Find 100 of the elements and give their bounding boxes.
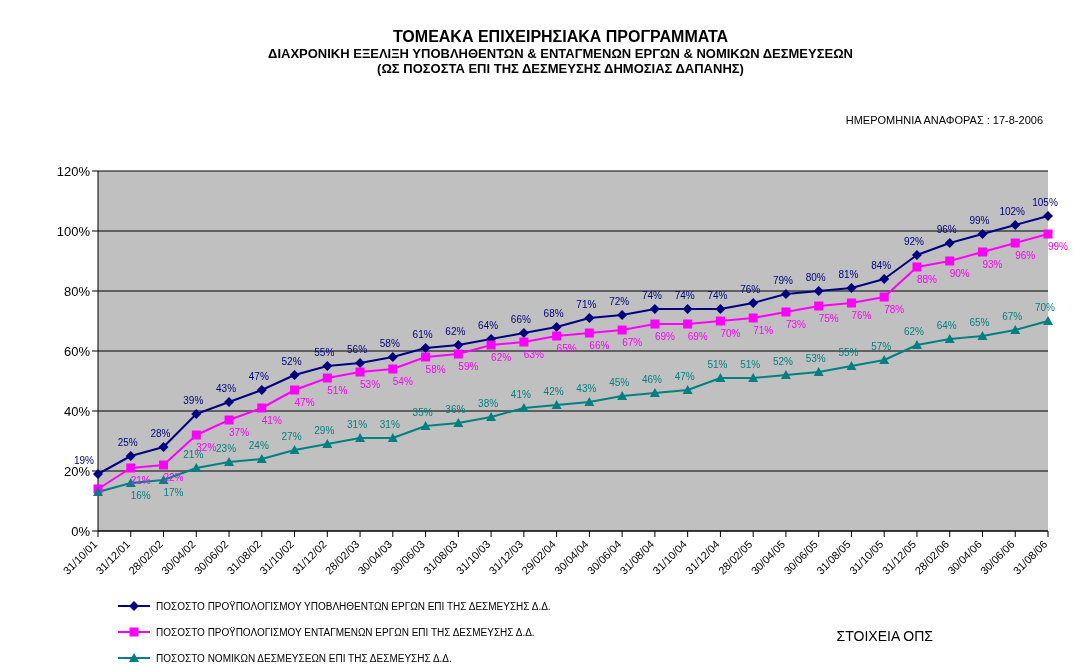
point (322, 373, 332, 383)
point (191, 463, 202, 472)
legend-label: ΠΟΣΟΣΤΟ ΝΟΜΙΚΩΝ ΔΕΣΜΕΥΣΕΩΝ ΕΠΙ ΤΗΣ ΔΕΣΜΕΥΣΗΣ Δ.Δ. (156, 652, 452, 664)
point (879, 292, 889, 302)
data-label: 63% (523, 349, 544, 360)
point (911, 340, 922, 349)
y-tick-label: 40% (63, 403, 91, 419)
point (486, 412, 497, 421)
data-label: 54% (392, 376, 413, 387)
data-label: 64% (936, 320, 957, 331)
point (813, 286, 824, 296)
data-label: 75% (818, 313, 839, 324)
data-label: 24% (248, 440, 269, 451)
point (486, 340, 496, 350)
point (256, 454, 267, 463)
point (420, 421, 431, 430)
data-label: 52% (772, 356, 794, 367)
data-label: 17% (163, 487, 184, 498)
point (552, 331, 562, 341)
point (584, 328, 594, 338)
point (421, 352, 431, 362)
point (387, 433, 398, 442)
data-label: 105% (1032, 197, 1058, 208)
point (912, 262, 922, 272)
point (125, 451, 136, 461)
point (584, 313, 595, 323)
data-label: 46% (641, 374, 663, 385)
point (977, 247, 987, 257)
data-label: 71% (753, 325, 774, 336)
data-label: 31% (379, 419, 400, 430)
data-label: 73% (785, 319, 807, 330)
point (879, 355, 890, 364)
data-label: 43% (216, 383, 237, 394)
point (289, 370, 300, 380)
point (1010, 325, 1021, 334)
data-label: 90% (949, 268, 970, 279)
y-tick-label: 20% (63, 463, 91, 479)
data-label: 74% (707, 290, 728, 301)
data-label: 66% (589, 340, 610, 351)
point (682, 385, 693, 394)
data-label: 67% (1002, 311, 1023, 322)
point (290, 385, 300, 395)
point (683, 319, 693, 329)
point (911, 250, 922, 260)
data-label: 62% (903, 326, 925, 337)
point (715, 304, 726, 314)
data-label: 58% (425, 364, 446, 375)
point (846, 283, 857, 293)
point (453, 340, 464, 350)
point (257, 403, 267, 413)
data-label: 58% (379, 338, 400, 349)
legend-label: ΠΟΣΟΣΤΟ ΠΡΟΫΠΟΛΟΓΙΣΜΟΥ ΥΠΟΒΛΗΘΕΝΤΩΝ ΕΡΓΩΝ ΕΠΙ ΤΗΣ ΔΕΣΜΕΥΣΗΣ Δ.Δ. (156, 600, 551, 612)
point (846, 361, 857, 370)
point (748, 298, 759, 308)
y-tick-label: 100% (56, 223, 91, 239)
data-label: 62% (445, 326, 466, 337)
point (1043, 229, 1053, 239)
data-label: 41% (510, 389, 531, 400)
point (781, 307, 791, 317)
point (617, 325, 627, 335)
point (945, 256, 955, 266)
point (159, 460, 169, 470)
data-label: 64% (478, 320, 499, 331)
data-label: 53% (360, 379, 381, 390)
data-label: 93% (982, 259, 1003, 270)
point (256, 385, 267, 395)
point (224, 415, 234, 425)
data-label: 39% (183, 395, 204, 406)
data-label: 74% (674, 290, 695, 301)
data-label: 69% (687, 331, 708, 342)
data-label: 53% (805, 353, 826, 364)
point (977, 331, 988, 340)
data-label: 99% (1047, 241, 1069, 252)
point (617, 391, 628, 400)
data-label: 72% (609, 296, 630, 307)
point (977, 229, 988, 239)
data-label: 76% (851, 310, 872, 321)
point (518, 328, 529, 338)
data-label: 37% (229, 427, 250, 438)
point (355, 358, 366, 368)
point (617, 310, 628, 320)
data-label: 32% (196, 442, 217, 453)
data-label: 66% (510, 314, 531, 325)
data-label: 96% (936, 224, 957, 235)
data-label: 57% (871, 341, 892, 352)
point (322, 439, 333, 448)
point (355, 367, 365, 377)
point (191, 430, 201, 440)
point (944, 334, 955, 343)
y-tick-label: 60% (63, 343, 91, 359)
data-label: 74% (641, 290, 663, 301)
text: ΣΤΟΙΧΕΙΑ ΟΠΣ (836, 628, 933, 644)
data-label: 47% (294, 397, 315, 408)
point (814, 301, 824, 311)
data-label: 56% (347, 344, 368, 355)
point (126, 463, 136, 473)
point (224, 397, 235, 407)
point (388, 364, 398, 374)
point (846, 298, 856, 308)
data-label: 45% (609, 377, 630, 388)
